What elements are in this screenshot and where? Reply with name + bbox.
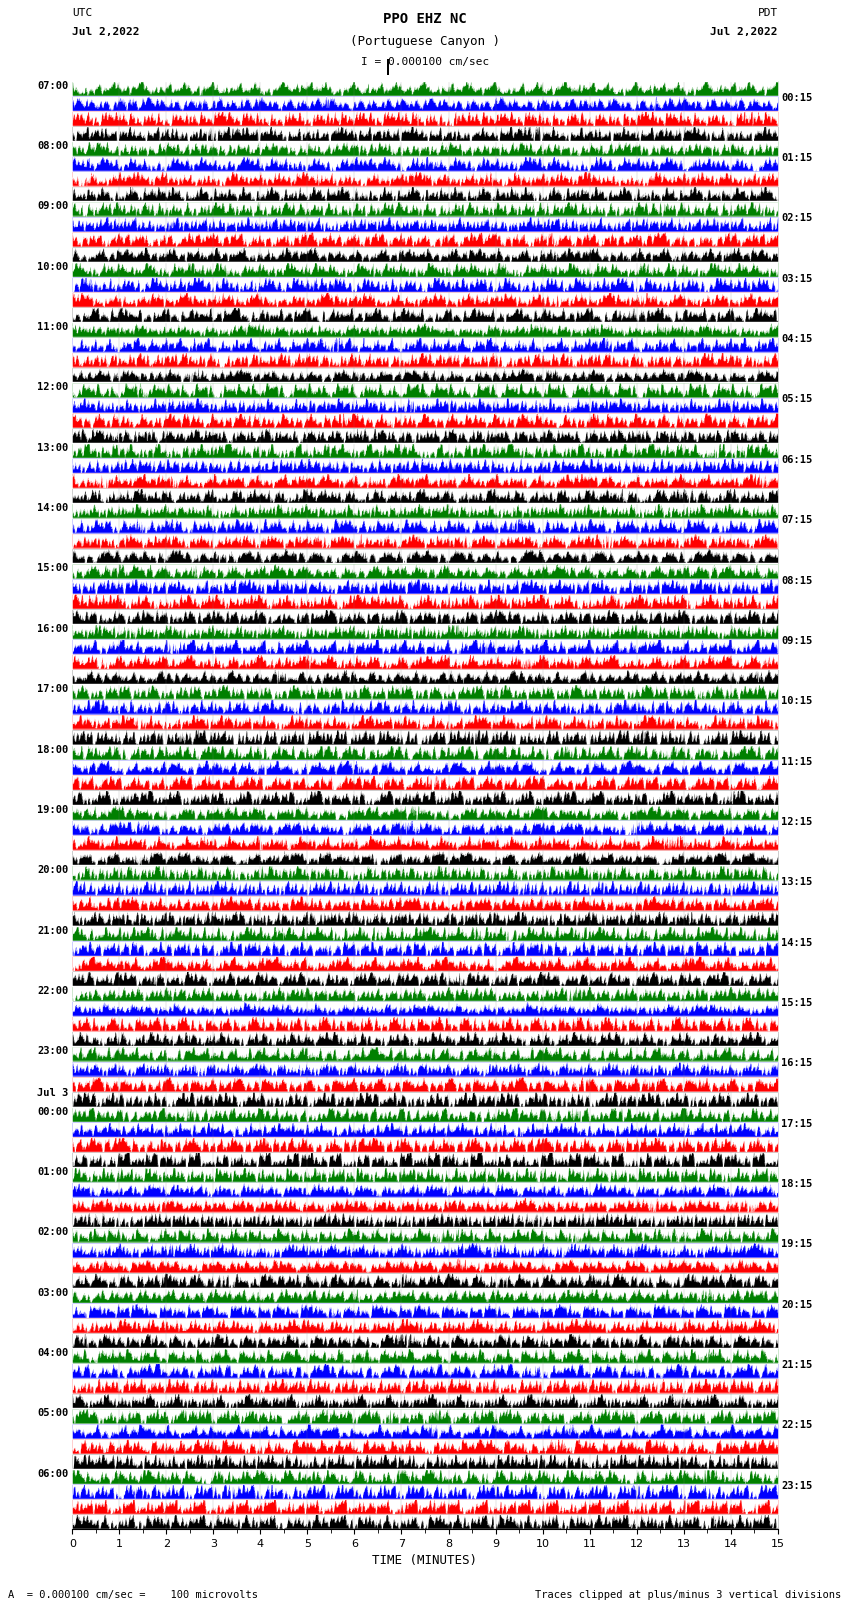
Text: 11:00: 11:00: [37, 323, 69, 332]
Text: 18:15: 18:15: [781, 1179, 813, 1189]
Text: 22:00: 22:00: [37, 986, 69, 995]
Text: 04:15: 04:15: [781, 334, 813, 344]
Text: 23:15: 23:15: [781, 1481, 813, 1490]
Text: 00:15: 00:15: [781, 92, 813, 103]
Text: 10:00: 10:00: [37, 261, 69, 271]
Text: (Portuguese Canyon ): (Portuguese Canyon ): [350, 35, 500, 48]
Text: Jul 2,2022: Jul 2,2022: [711, 27, 778, 37]
Text: 19:15: 19:15: [781, 1239, 813, 1250]
Text: 08:15: 08:15: [781, 576, 813, 586]
Text: 07:15: 07:15: [781, 515, 813, 526]
Text: 16:15: 16:15: [781, 1058, 813, 1068]
Text: 14:15: 14:15: [781, 937, 813, 948]
Text: PDT: PDT: [757, 8, 778, 18]
Text: 15:00: 15:00: [37, 563, 69, 574]
Text: 16:00: 16:00: [37, 624, 69, 634]
Text: 17:00: 17:00: [37, 684, 69, 694]
Text: 20:15: 20:15: [781, 1300, 813, 1310]
Text: 00:00: 00:00: [37, 1107, 69, 1116]
Text: 05:00: 05:00: [37, 1408, 69, 1418]
Text: 03:00: 03:00: [37, 1287, 69, 1298]
Text: 13:15: 13:15: [781, 877, 813, 887]
Text: 18:00: 18:00: [37, 745, 69, 755]
Text: 01:00: 01:00: [37, 1168, 69, 1177]
Text: 17:15: 17:15: [781, 1119, 813, 1129]
Text: 07:00: 07:00: [37, 81, 69, 90]
Text: A  = 0.000100 cm/sec =    100 microvolts: A = 0.000100 cm/sec = 100 microvolts: [8, 1590, 258, 1600]
Text: 08:00: 08:00: [37, 140, 69, 152]
Text: 21:15: 21:15: [781, 1360, 813, 1369]
Text: Jul 2,2022: Jul 2,2022: [72, 27, 139, 37]
Text: 19:00: 19:00: [37, 805, 69, 815]
Text: 02:15: 02:15: [781, 213, 813, 224]
Text: Jul 3: Jul 3: [37, 1087, 69, 1097]
Text: 06:00: 06:00: [37, 1469, 69, 1479]
Text: Traces clipped at plus/minus 3 vertical divisions: Traces clipped at plus/minus 3 vertical …: [536, 1590, 842, 1600]
Text: 09:15: 09:15: [781, 636, 813, 645]
Text: 12:00: 12:00: [37, 382, 69, 392]
Text: 15:15: 15:15: [781, 998, 813, 1008]
Text: 22:15: 22:15: [781, 1421, 813, 1431]
Text: UTC: UTC: [72, 8, 93, 18]
Text: 05:15: 05:15: [781, 395, 813, 405]
Text: 12:15: 12:15: [781, 816, 813, 827]
Text: 01:15: 01:15: [781, 153, 813, 163]
Text: 20:00: 20:00: [37, 865, 69, 876]
Text: 06:15: 06:15: [781, 455, 813, 465]
Text: 09:00: 09:00: [37, 202, 69, 211]
Text: 04:00: 04:00: [37, 1348, 69, 1358]
Text: 03:15: 03:15: [781, 274, 813, 284]
Text: 14:00: 14:00: [37, 503, 69, 513]
Text: 21:00: 21:00: [37, 926, 69, 936]
Text: 23:00: 23:00: [37, 1047, 69, 1057]
X-axis label: TIME (MINUTES): TIME (MINUTES): [372, 1555, 478, 1568]
Text: PPO EHZ NC: PPO EHZ NC: [383, 11, 467, 26]
Text: I = 0.000100 cm/sec: I = 0.000100 cm/sec: [361, 58, 489, 68]
Text: 11:15: 11:15: [781, 756, 813, 766]
Text: 13:00: 13:00: [37, 444, 69, 453]
Text: 02:00: 02:00: [37, 1227, 69, 1237]
Text: 10:15: 10:15: [781, 697, 813, 706]
